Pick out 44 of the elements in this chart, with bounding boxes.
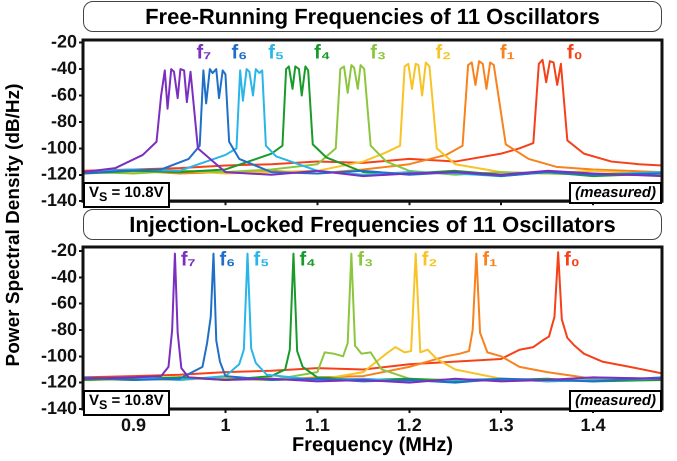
y-tick-label: -20 xyxy=(50,32,77,52)
x-tick-label: 1.1 xyxy=(304,414,330,435)
y-tick-label: -40 xyxy=(50,266,77,286)
x-tick-label: 1.3 xyxy=(488,414,514,435)
x-tick-label: 1 xyxy=(220,414,230,435)
series-label: f₂ xyxy=(422,248,438,271)
annotation: (measured) xyxy=(569,390,662,412)
y-tick-label: -100 xyxy=(40,345,77,366)
y-tick-label: -120 xyxy=(40,372,77,392)
y-axis-title: Power Spectral Density (dB/Hz) xyxy=(3,84,25,366)
series-label: f₂ xyxy=(435,42,452,64)
series-label: f₅ xyxy=(268,42,284,64)
annotation: V$_{S}$ = 10.8V xyxy=(83,390,170,416)
annotation: V$_{S}$ = 10.8V xyxy=(83,182,170,208)
y-tick-label: -80 xyxy=(50,110,77,131)
y-tick-label: -120 xyxy=(40,164,77,184)
y-tick-label: -140 xyxy=(40,398,77,418)
series-label: f₄ xyxy=(299,248,316,271)
chart-title: Injection-Locked Frequencies of 11 Oscillators xyxy=(83,209,662,240)
y-tick-label: -60 xyxy=(50,292,77,313)
y-tick-label: -60 xyxy=(50,84,77,104)
y-tick-label: -140 xyxy=(40,190,77,210)
series-label: f₆ xyxy=(231,42,248,64)
series-label: f₃ xyxy=(370,42,386,64)
series-label: f₁ xyxy=(500,42,515,64)
y-tick-label: -40 xyxy=(50,58,77,78)
series-label: f₅ xyxy=(254,248,270,271)
x-tick-label: 1.2 xyxy=(396,414,422,435)
chart-title: Free-Running Frequencies of 11 Oscillators xyxy=(83,1,662,32)
x-tick-label: 0.9 xyxy=(121,414,146,435)
series-label: f₀ xyxy=(564,248,580,271)
y-tick-label: -100 xyxy=(40,137,77,158)
annotation: (measured) xyxy=(569,182,662,204)
series-label: f₇ xyxy=(180,248,196,271)
series-label: f₄ xyxy=(314,42,330,64)
y-tick-label: -80 xyxy=(50,318,77,339)
x-axis-title: Frequency (MHz) xyxy=(290,434,454,457)
series-label: f₇ xyxy=(196,42,212,64)
x-tick-label: 1.4 xyxy=(580,414,606,435)
series-label: f₃ xyxy=(357,248,374,271)
series-label: f₀ xyxy=(566,42,583,64)
series-label: f₆ xyxy=(220,248,236,271)
series-label: f₁ xyxy=(482,248,498,271)
y-tick-label: -20 xyxy=(50,240,77,260)
